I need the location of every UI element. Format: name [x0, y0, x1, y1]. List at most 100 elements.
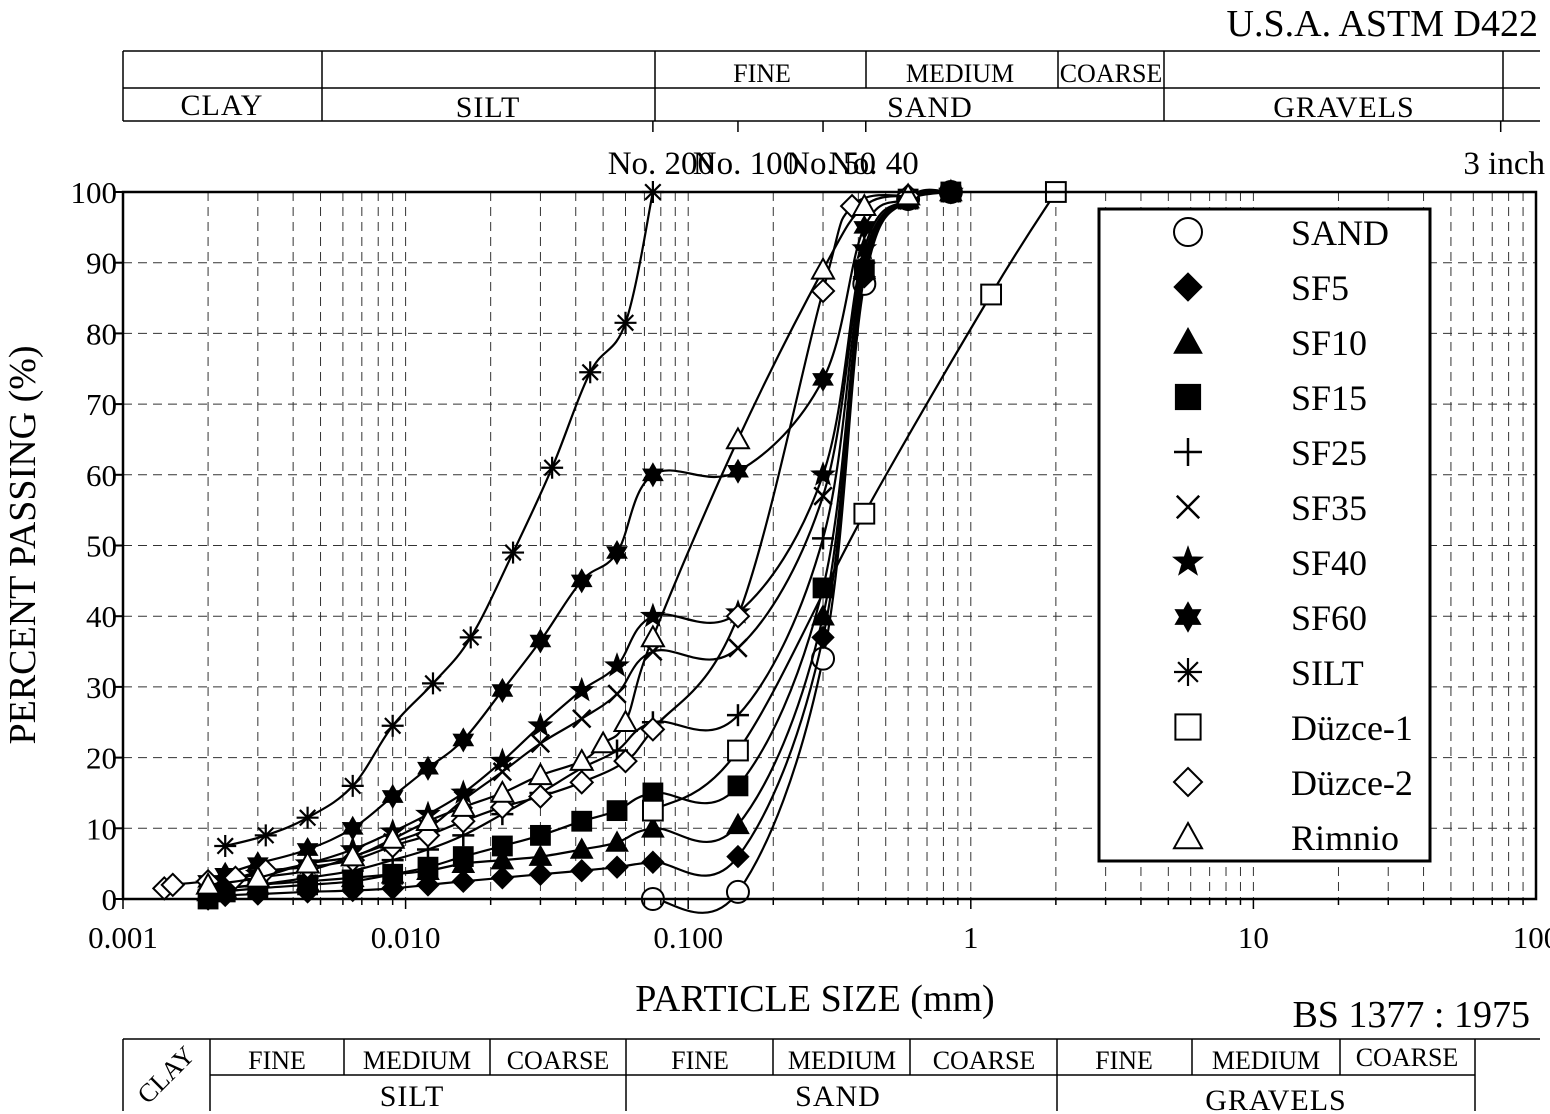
x-tick-label: 1 [963, 920, 979, 955]
data-point [195, 871, 221, 895]
data-point [379, 825, 406, 849]
data-point [853, 502, 876, 525]
data-point [606, 800, 628, 822]
data-point [160, 872, 186, 898]
legend-label: Düzce-1 [1291, 708, 1413, 748]
legend-symbol [1174, 438, 1202, 466]
data-point [642, 462, 664, 488]
legend-symbol [1173, 217, 1203, 247]
data-point [569, 769, 595, 795]
data-point [604, 652, 630, 677]
data-point [606, 539, 628, 566]
data-point [381, 783, 404, 810]
data-point [812, 527, 835, 550]
data-point [725, 603, 751, 629]
data-point [341, 815, 364, 841]
bs-gravels-label: GRAVELS [1205, 1084, 1346, 1114]
data-point [810, 256, 836, 280]
legend-label: SF35 [1291, 488, 1367, 528]
data-point [641, 816, 665, 838]
data-point [340, 843, 366, 867]
data-point [727, 458, 749, 484]
legend-item: SAND [1173, 213, 1389, 253]
data-point [450, 794, 476, 817]
data-point [728, 638, 748, 658]
y-tick-label: 40 [86, 599, 117, 634]
legend-label: SF40 [1291, 543, 1367, 583]
y-tick-label: 50 [86, 529, 117, 564]
bs-sand-coarse-label: COARSE [933, 1046, 1036, 1075]
legend-symbol [1173, 272, 1203, 302]
plot-series [151, 178, 1067, 914]
data-point [812, 366, 834, 392]
data-point [641, 799, 664, 822]
data-point [491, 835, 513, 857]
data-point [612, 709, 639, 733]
legend-item: SF10 [1173, 323, 1367, 363]
y-axis-title: PERCENT PASSING (%) [2, 345, 44, 744]
x-tick-label: 0.010 [371, 920, 441, 955]
series-sf10 [196, 179, 963, 902]
legend-label: SILT [1291, 653, 1364, 693]
legend-item: SF5 [1173, 268, 1349, 308]
legend-symbol [1174, 383, 1202, 411]
bs-gravel-fine-label: FINE [1095, 1046, 1153, 1075]
sieve-label: 3 inch [1463, 146, 1545, 182]
astm-clay-label: CLAY [181, 89, 264, 122]
data-point [254, 824, 277, 847]
legend-item: SILT [1174, 653, 1364, 693]
data-point [570, 568, 593, 594]
series-d-zce-2 [151, 183, 921, 901]
data-point [489, 747, 516, 773]
legend-label: SF5 [1291, 268, 1349, 308]
bs-silt-fine-label: FINE [248, 1046, 306, 1075]
legend: SAND SF5 SF10 SF15 SF25 SF35 SF40 SF60 SILT Düzce… [1097, 207, 1432, 863]
legend-item: SF15 [1174, 378, 1367, 418]
legend-item: Rimnio [1172, 818, 1399, 858]
data-point [528, 784, 553, 809]
data-point [421, 672, 444, 695]
bs-silt-medium-label: MEDIUM [363, 1046, 471, 1075]
data-point [452, 846, 474, 867]
data-point [490, 848, 515, 870]
bs-gravel-coarse-label: COARSE [1356, 1043, 1459, 1072]
series-sf25 [197, 181, 962, 903]
data-point [726, 812, 750, 835]
x-tick-label: 0.001 [88, 920, 158, 955]
y-tick-label: 60 [86, 458, 117, 493]
bs-silt-coarse-label: COARSE [507, 1046, 610, 1075]
data-point [895, 182, 921, 206]
astm-standard-label: U.S.A. ASTM D422 [1227, 3, 1538, 45]
data-point [614, 311, 637, 334]
sieve-label: No. 100 [693, 146, 799, 182]
legend-label: SF10 [1291, 323, 1367, 363]
bs-classification-band [122, 1038, 1540, 1111]
data-point [569, 748, 595, 771]
data-point [294, 850, 321, 874]
data-point [341, 774, 364, 797]
data-point [502, 541, 525, 564]
legend-label: Düzce-2 [1291, 763, 1413, 803]
data-point [579, 361, 602, 384]
data-point [417, 755, 439, 781]
data-point [571, 810, 593, 832]
data-point [489, 779, 516, 803]
data-point [640, 624, 666, 648]
bs-sand-fine-label: FINE [671, 1046, 729, 1075]
legend-symbol [1173, 326, 1203, 354]
bs-sand-medium-label: MEDIUM [788, 1046, 896, 1075]
data-point [640, 716, 666, 742]
x-tick-label: 100 [1513, 920, 1550, 955]
data-point [459, 626, 482, 649]
sieve-label: No. 50 [786, 146, 876, 182]
data-point [452, 727, 475, 753]
data-point [527, 712, 554, 737]
data-point [490, 866, 515, 890]
data-point [641, 850, 665, 874]
y-tick-label: 90 [86, 246, 117, 281]
data-point [529, 628, 552, 654]
data-point [528, 844, 553, 866]
y-tick-label: 20 [86, 741, 117, 776]
legend-symbol [1172, 820, 1204, 850]
y-tick-label: 30 [86, 670, 117, 705]
